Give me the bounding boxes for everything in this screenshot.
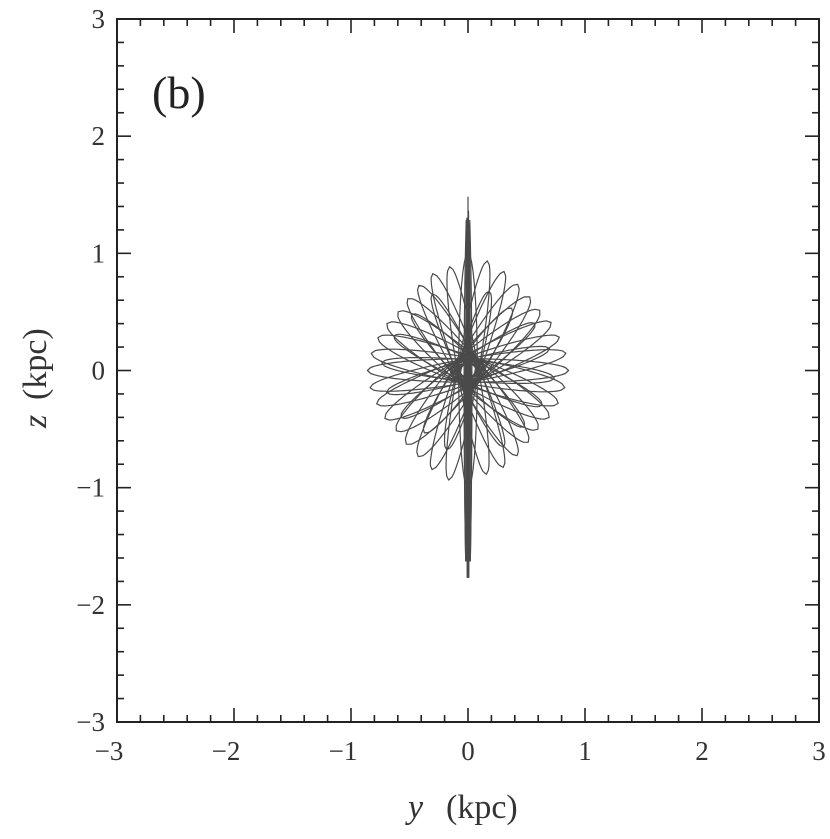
x-axis-symbol: y <box>405 789 424 826</box>
y-tick-label: −1 <box>76 473 105 503</box>
y-axis-title: z (kpc) <box>17 328 54 429</box>
y-axis-unit: (kpc) <box>17 328 54 400</box>
y-tick-label: −3 <box>76 707 105 737</box>
orbit-spike-strand <box>463 219 473 562</box>
x-tick-label: 1 <box>578 736 592 766</box>
x-tick-label: 0 <box>461 736 475 766</box>
y-tick-label: −2 <box>76 590 105 620</box>
orbit-petal <box>404 296 532 445</box>
x-tick-label: −1 <box>329 736 358 766</box>
orbit-petal <box>397 310 539 431</box>
x-tick-label: 3 <box>812 736 826 766</box>
x-axis-title: y (kpc) <box>405 789 518 826</box>
y-tick-label: 0 <box>92 356 106 386</box>
orbit-petal <box>395 308 541 433</box>
orbit-core-loop <box>456 357 480 384</box>
orbit-petal <box>393 333 543 408</box>
plot-frame <box>116 18 820 723</box>
orbit-petal <box>422 307 514 434</box>
x-axis-unit: (kpc) <box>446 789 518 826</box>
orbit-petal <box>386 321 550 420</box>
orbit-petal <box>400 322 536 419</box>
x-tick-label: 2 <box>695 736 709 766</box>
y-axis-symbol: z <box>17 415 54 429</box>
orbit-spike-strand <box>466 210 470 578</box>
y-tick-label: 2 <box>92 121 106 151</box>
orbit-petal <box>410 313 526 428</box>
x-tick-label: −2 <box>212 736 241 766</box>
axis-tick-labels: −3 −2 −1 0 1 2 3 −3 −2 −1 0 1 2 3 <box>76 4 825 766</box>
y-tick-label: 3 <box>92 4 106 34</box>
orbit-core-loop <box>457 358 479 383</box>
orbit-trace <box>366 196 570 578</box>
orbit-petal <box>369 349 567 392</box>
panel-label: (b) <box>152 67 206 118</box>
y-tick-label: 1 <box>92 238 106 268</box>
x-tick-label: −3 <box>95 736 124 766</box>
